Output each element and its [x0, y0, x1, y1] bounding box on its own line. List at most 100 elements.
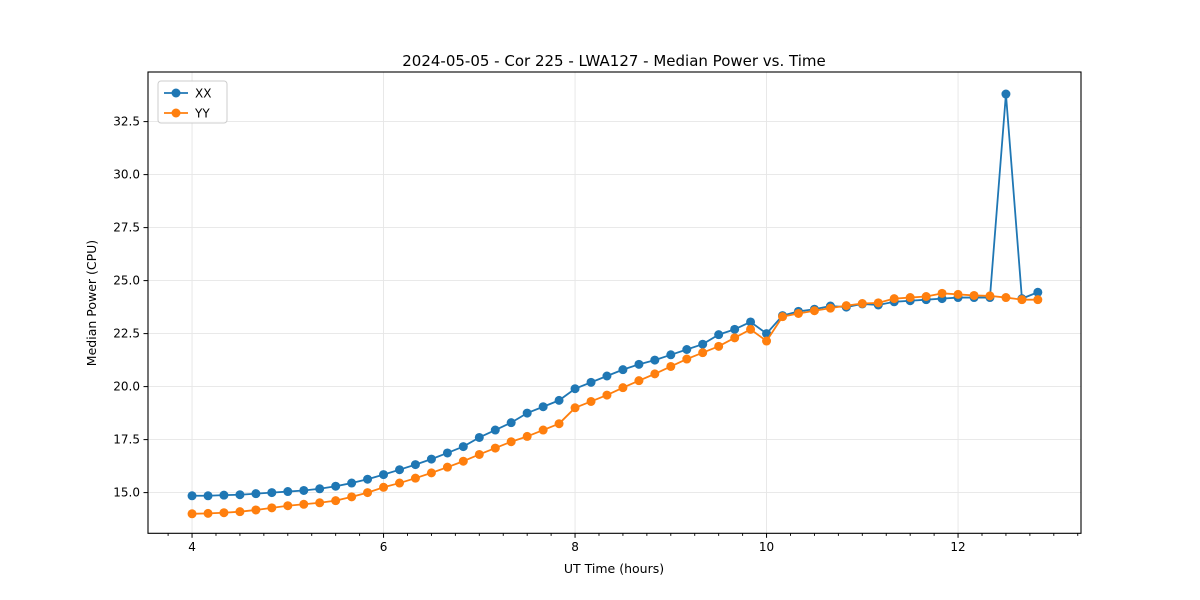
axes-spines [147, 71, 1082, 534]
series-xx-marker [187, 491, 197, 501]
series-xx-marker [283, 487, 293, 497]
series-yy-marker [602, 390, 612, 400]
series-yy-marker [889, 294, 899, 304]
series-yy-marker [873, 298, 883, 308]
x-tick-label: 10 [759, 540, 774, 554]
series-yy-marker [937, 288, 947, 298]
series-yy-marker [953, 289, 963, 299]
y-axis-label: Median Power (CPU) [84, 240, 99, 366]
legend-sample-marker [171, 88, 181, 98]
series-yy-marker [426, 468, 436, 478]
series-xx-marker [490, 425, 500, 435]
series-yy-marker [1033, 295, 1043, 305]
series-xx-marker [410, 460, 420, 470]
legend-sample-marker [171, 108, 181, 118]
series-xx-marker [331, 481, 341, 491]
series-yy-marker [841, 301, 851, 311]
series-yy-marker [618, 383, 628, 393]
y-tick-label: 20.0 [113, 380, 140, 394]
series-xx-marker [1033, 287, 1043, 297]
series-yy-marker [554, 419, 564, 429]
series-xx-marker [698, 339, 708, 349]
series-yy-marker [235, 507, 245, 517]
series-xx-marker [618, 365, 628, 375]
series-xx-marker [586, 377, 596, 387]
chart-title: 2024-05-05 - Cor 225 - LWA127 - Median P… [402, 52, 826, 70]
series-xx-marker [251, 489, 261, 499]
series-yy-marker [793, 308, 803, 318]
series-yy-marker [730, 333, 740, 343]
series-xx-marker [315, 484, 325, 494]
series-xx-marker [570, 384, 580, 394]
plot-region: 4 6 8 10 12 15.0 17.5 20.0 22.5 25.0 27.5 30.0 32.5 X… [113, 71, 1082, 554]
x-axis-label: UT Time (hours) [564, 561, 664, 576]
series-yy-marker [921, 292, 931, 301]
series-yy-marker [1001, 293, 1011, 303]
series-xx-marker [666, 350, 676, 360]
series-xx-marker [347, 478, 357, 488]
series-xx-marker [522, 408, 532, 418]
series-yy-marker [570, 403, 580, 413]
series-yy-marker [458, 456, 468, 466]
series-yy-marker [809, 306, 819, 316]
series-xx-marker [363, 474, 373, 484]
series-yy-marker [522, 431, 532, 441]
series-yy-marker [650, 369, 660, 379]
series-xx-marker [650, 355, 660, 365]
series-xx-marker [602, 371, 612, 381]
series-yy-marker [1017, 295, 1027, 305]
series-xx-marker [219, 490, 229, 500]
y-tick-label: 25.0 [113, 274, 140, 288]
series-yy-marker [442, 462, 452, 472]
series-yy-marker [634, 376, 644, 386]
series-yy-marker [379, 482, 389, 492]
legend-label-xx: XX [195, 87, 211, 101]
y-tick-label: 27.5 [113, 221, 140, 235]
series-xx-marker [762, 329, 772, 339]
series-yy-marker [363, 488, 373, 498]
x-tick-label: 12 [950, 540, 965, 554]
series-xx-marker [299, 485, 309, 495]
y-tick-label: 30.0 [113, 168, 140, 182]
series-yy-marker [905, 293, 915, 303]
series-yy-marker [825, 303, 835, 313]
series-yy-marker [315, 498, 325, 508]
series-xx-marker [730, 324, 740, 334]
series-xx-marker [746, 317, 756, 327]
series-xx-marker [634, 359, 644, 369]
series-yy-marker [267, 503, 277, 513]
series-xx-marker [474, 432, 484, 442]
series-yy-marker [490, 443, 500, 453]
series-yy-marker [219, 508, 229, 518]
series-yy-marker [698, 348, 708, 358]
legend-label-yy: YY [194, 107, 210, 121]
series-yy-marker [682, 354, 692, 364]
y-tick-label: 15.0 [113, 486, 140, 500]
series-yy-marker [331, 496, 341, 506]
series-yy-marker [586, 396, 596, 406]
series-xx-marker [379, 470, 389, 480]
series-yy-marker [666, 361, 676, 371]
x-tick-label: 6 [380, 540, 388, 554]
legend-box [157, 80, 228, 124]
series-xx-marker [235, 490, 245, 500]
series-yy-marker [410, 473, 420, 483]
series-xx-marker [682, 345, 692, 354]
series-yy-marker [474, 449, 484, 459]
series-yy-marker [251, 505, 261, 515]
series-yy-marker [347, 492, 357, 502]
series-xx-marker [426, 454, 436, 464]
series-yy-marker [969, 290, 979, 300]
y-tick-label: 17.5 [113, 433, 140, 447]
series-xx-marker [442, 448, 452, 458]
series-yy-marker [506, 437, 516, 447]
series-yy-marker [299, 499, 309, 509]
series-yy-marker [762, 336, 772, 346]
series-yy-marker [187, 509, 197, 519]
series-xx-marker [538, 402, 548, 412]
series-xx-marker [203, 491, 213, 501]
series-yy-marker [857, 299, 867, 308]
series-xx-marker [395, 465, 405, 475]
